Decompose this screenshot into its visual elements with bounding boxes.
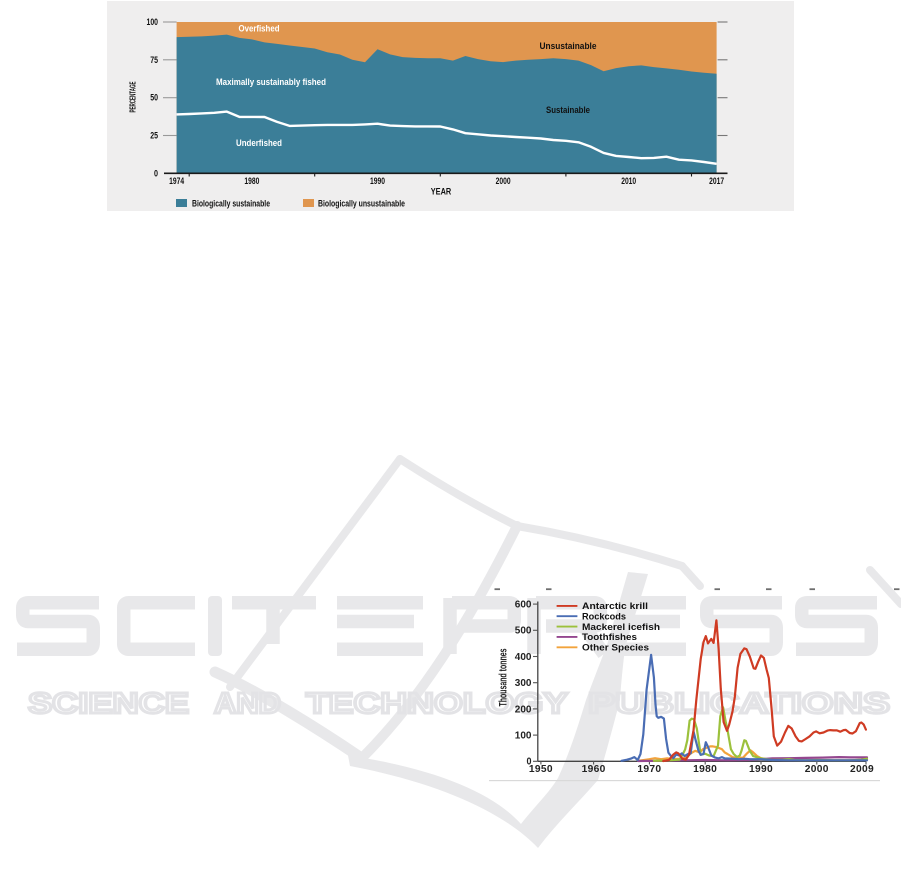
svg-text:75: 75	[150, 55, 158, 65]
svg-text:Underfished: Underfished	[236, 138, 282, 148]
svg-text:1980: 1980	[693, 764, 717, 775]
svg-text:YEAR: YEAR	[431, 187, 452, 197]
svg-text:Maximally sustainably fished: Maximally sustainably fished	[216, 77, 326, 87]
svg-text:2010: 2010	[621, 176, 636, 186]
svg-text:1970: 1970	[637, 764, 661, 775]
svg-text:TECHNOLOGY: TECHNOLOGY	[306, 688, 568, 720]
svg-text:50: 50	[150, 93, 158, 103]
svg-text:Other Species: Other Species	[582, 643, 649, 653]
svg-text:1950: 1950	[529, 764, 553, 775]
svg-text:1990: 1990	[749, 764, 773, 775]
svg-text:2017: 2017	[709, 176, 724, 186]
svg-text:Thousand tonnes: Thousand tonnes	[498, 649, 510, 707]
svg-text:0: 0	[154, 168, 158, 178]
svg-text:400: 400	[515, 652, 532, 663]
svg-text:PUBLICATIONS: PUBLICATIONS	[588, 688, 890, 720]
svg-text:SCIENCE: SCIENCE	[28, 688, 189, 720]
svg-text:Unsustainable: Unsustainable	[540, 41, 597, 51]
svg-text:0: 0	[527, 757, 532, 768]
svg-text:1980: 1980	[244, 176, 259, 186]
svg-text:2009: 2009	[850, 764, 874, 775]
svg-text:1974: 1974	[169, 176, 184, 186]
svg-text:Biologically unsustainable: Biologically unsustainable	[318, 198, 405, 208]
svg-text:25: 25	[150, 131, 158, 141]
svg-text:1960: 1960	[582, 764, 606, 775]
svg-text:600: 600	[515, 600, 532, 611]
svg-text:Overfished: Overfished	[239, 24, 280, 34]
svg-text:100: 100	[147, 17, 159, 27]
svg-text:Rockcods: Rockcods	[582, 612, 626, 622]
svg-text:PERCENTAGE: PERCENTAGE	[128, 81, 137, 112]
svg-text:2000: 2000	[805, 764, 829, 775]
svg-text:Toothfishes: Toothfishes	[582, 632, 637, 642]
svg-text:1990: 1990	[370, 176, 385, 186]
svg-text:Mackerel icefish: Mackerel icefish	[582, 622, 660, 632]
svg-text:Biologically sustainable: Biologically sustainable	[192, 198, 270, 208]
svg-text:500: 500	[515, 626, 532, 637]
svg-text:200: 200	[515, 704, 532, 715]
svg-text:2000: 2000	[496, 176, 511, 186]
svg-text:100: 100	[515, 731, 532, 742]
svg-text:300: 300	[515, 678, 532, 689]
svg-text:Antarctic krill: Antarctic krill	[582, 601, 648, 611]
svg-text:Sustainable: Sustainable	[546, 105, 590, 115]
svg-text:AND: AND	[214, 688, 281, 720]
